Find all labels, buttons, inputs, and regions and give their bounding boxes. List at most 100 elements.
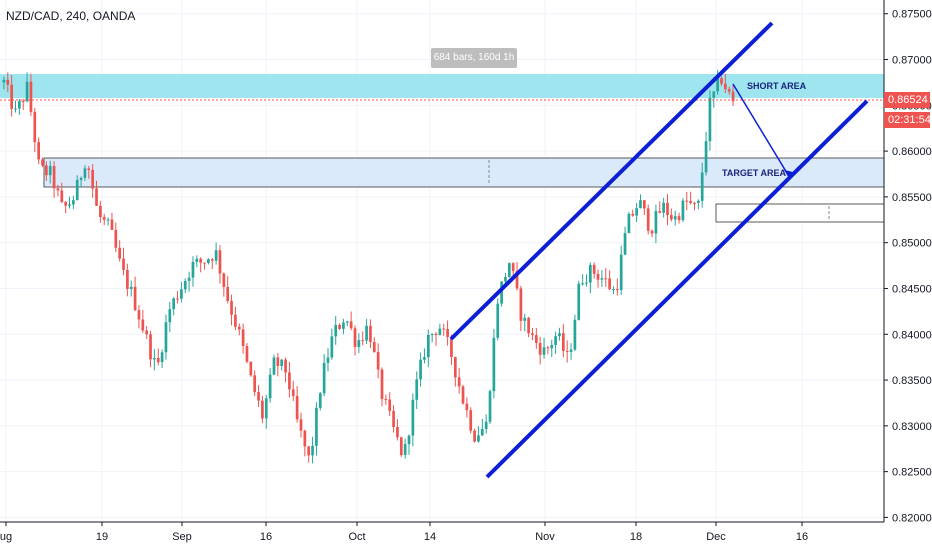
- candle-body: [515, 270, 519, 289]
- y-tick-label: 0.86000: [892, 146, 932, 158]
- candle-body: [303, 430, 307, 447]
- price-axis[interactable]: 0.875000.870000.865000.860000.855000.850…: [884, 9, 932, 525]
- channel-lower-line: [485, 99, 869, 479]
- candle-body: [56, 188, 60, 191]
- time-axis[interactable]: ug 19 Sep 16 Oct 14 Nov 18 Dec 16: [0, 522, 808, 543]
- candle-body: [21, 101, 25, 103]
- current-price-tag: 0.86524: [884, 92, 930, 108]
- y-tick-label: 0.84000: [892, 329, 932, 341]
- candle-body: [673, 216, 677, 220]
- candle-body: [25, 81, 29, 102]
- candle-body: [187, 277, 191, 281]
- candle-body: [538, 342, 542, 355]
- candle-body: [685, 200, 689, 202]
- candle-body: [477, 435, 480, 442]
- candle-body: [326, 357, 330, 363]
- candle-body: [511, 263, 515, 271]
- candle-body: [79, 177, 83, 180]
- candle-body: [214, 250, 218, 261]
- candle-body: [342, 322, 345, 329]
- y-tick-label: 0.85000: [892, 238, 932, 250]
- candle-body: [708, 97, 712, 142]
- bars-range-label: 684 bars, 160d 1h: [431, 48, 517, 68]
- candle-body: [261, 400, 264, 419]
- candle-body: [264, 398, 268, 419]
- candle-body: [438, 328, 442, 335]
- candle-body: [37, 142, 41, 160]
- candle-body: [357, 340, 361, 347]
- candle-body: [361, 340, 365, 342]
- candle-body: [218, 250, 222, 274]
- x-tick-label: Nov: [535, 531, 555, 543]
- candle-body: [118, 247, 122, 259]
- candle-body: [480, 429, 484, 436]
- candle-body: [581, 283, 584, 285]
- candle-body: [654, 211, 658, 234]
- x-tick-label: ug: [0, 531, 12, 543]
- candle-body: [627, 213, 631, 234]
- candle-body: [650, 230, 654, 234]
- candle-body: [612, 289, 615, 291]
- candle-body: [592, 264, 596, 274]
- candle-body: [569, 349, 573, 352]
- y-tick-label: 0.85500: [892, 192, 932, 204]
- candle-body: [199, 258, 203, 263]
- candle-body: [558, 333, 561, 337]
- candle-body: [280, 359, 284, 366]
- short-area-label: SHORT AREA: [747, 81, 807, 91]
- candle-body: [18, 101, 21, 109]
- candle-body: [442, 328, 446, 330]
- y-tick-label: 0.83000: [892, 421, 932, 433]
- candle-body: [457, 377, 461, 387]
- candle-body: [407, 435, 411, 445]
- chart-title: NZD/CAD, 240, OANDA: [6, 9, 136, 23]
- candle-body: [183, 280, 187, 290]
- y-tick-label: 0.87000: [892, 55, 932, 67]
- candle-body: [176, 298, 179, 300]
- candle-body: [102, 217, 106, 220]
- gridlines: [0, 0, 884, 522]
- candle-body: [153, 357, 156, 360]
- candle-body: [376, 352, 380, 370]
- candle-body: [160, 352, 164, 363]
- candle-body: [403, 444, 407, 456]
- x-tick-label: 16: [260, 531, 272, 543]
- candle-body: [577, 283, 581, 320]
- candle-body: [91, 169, 95, 189]
- target-area-label: TARGET AREA: [722, 168, 786, 178]
- candle-body: [10, 84, 13, 109]
- candle-body: [114, 229, 118, 248]
- candle-body: [268, 374, 272, 399]
- candle-body: [527, 317, 530, 334]
- y-tick-label: 0.83500: [892, 375, 932, 387]
- candle-body: [604, 278, 608, 280]
- candle-body: [203, 262, 206, 264]
- candle-body: [693, 202, 696, 204]
- candle-body: [446, 329, 449, 338]
- candle-body: [635, 208, 638, 216]
- candle-body: [48, 165, 52, 176]
- candle-body: [696, 200, 700, 203]
- candle-body: [137, 310, 141, 320]
- candle-body: [623, 233, 627, 255]
- candle-body: [6, 79, 10, 85]
- candle-body: [245, 346, 249, 362]
- candle-body: [106, 219, 110, 221]
- candle-body: [658, 211, 662, 213]
- candle-body: [241, 329, 245, 347]
- x-tick-label: Oct: [348, 531, 365, 543]
- candle-body: [550, 344, 554, 349]
- candle-body: [507, 263, 511, 278]
- candle-body: [473, 430, 476, 442]
- candle-body: [727, 89, 731, 92]
- candle-body: [311, 445, 314, 456]
- candle-body: [689, 200, 692, 203]
- candle-body: [141, 319, 145, 331]
- candle-body: [168, 309, 172, 323]
- candle-body: [646, 208, 650, 231]
- candle-body: [156, 357, 160, 363]
- candle-body: [704, 141, 708, 173]
- candle-body: [469, 410, 473, 431]
